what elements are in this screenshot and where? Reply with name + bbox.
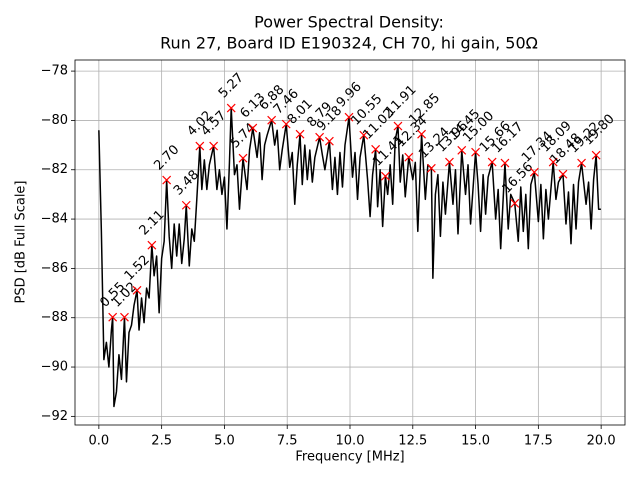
y-tick-label: −84: [41, 212, 68, 227]
x-axis-label: Frequency [MHz]: [295, 450, 404, 465]
peak-label: 2.70: [151, 142, 182, 173]
x-tick-label: 5.0: [214, 434, 235, 449]
peak-marker: [577, 158, 586, 168]
y-tick-label: −82: [41, 162, 68, 177]
peak-marker: [457, 145, 467, 155]
x-tick-label: 15.0: [461, 434, 490, 449]
peak-marker: [315, 132, 325, 142]
peak-marker: [393, 121, 403, 131]
peak-marker: [162, 175, 172, 185]
x-tick-label: 7.5: [277, 434, 298, 449]
peak-marker: [371, 144, 381, 154]
peak-marker: [380, 171, 390, 181]
peak-marker: [344, 112, 354, 122]
peak-marker: [267, 115, 277, 125]
x-tick-label: 0.0: [89, 434, 110, 449]
x-tick-label: 20.0: [587, 434, 616, 449]
x-tick-label: 2.5: [151, 434, 172, 449]
peak-marker: [226, 103, 236, 113]
peak-marker: [471, 147, 480, 157]
peak-marker: [195, 141, 205, 151]
y-tick-label: −90: [41, 360, 68, 375]
x-tick-label: 12.5: [398, 434, 427, 449]
chart-subtitle: Run 27, Board ID E190324, CH 70, hi gain…: [160, 34, 538, 53]
peak-label: 5.27: [216, 70, 247, 101]
peak-marker: [108, 312, 118, 322]
chart-title: Power Spectral Density:: [254, 13, 444, 32]
peak-label: 2.11: [137, 207, 168, 238]
peak-marker: [591, 150, 601, 160]
peak-marker: [181, 200, 191, 210]
peak-marker: [238, 153, 248, 163]
peak-marker: [248, 123, 258, 133]
peak-marker: [132, 285, 142, 295]
peak-marker: [295, 129, 305, 139]
y-tick-label: −78: [41, 64, 68, 79]
peak-marker: [147, 240, 157, 250]
peak-marker: [359, 130, 369, 140]
peak-marker: [548, 157, 558, 167]
peak-marker: [510, 198, 520, 208]
peak-marker: [426, 163, 436, 173]
peak-marker: [445, 157, 454, 167]
y-tick-label: −88: [41, 310, 68, 325]
peak-marker: [324, 136, 334, 146]
x-tick-label: 10.0: [336, 434, 365, 449]
plot-frame: [74, 59, 626, 426]
peak-marker: [404, 152, 414, 162]
peak-marker: [417, 129, 426, 139]
y-axis-label: PSD [dB Full Scale]: [14, 180, 29, 303]
peak-marker: [120, 312, 129, 322]
peak-marker: [558, 169, 568, 179]
x-tick-label: 17.5: [524, 434, 553, 449]
y-tick-label: −92: [41, 409, 68, 424]
peak-marker: [487, 157, 497, 167]
peak-marker: [209, 141, 219, 151]
y-tick-label: −80: [41, 113, 68, 128]
peak-marker: [281, 119, 291, 129]
y-tick-label: −86: [41, 261, 68, 276]
peak-marker: [500, 158, 510, 168]
peak-marker: [529, 167, 539, 177]
